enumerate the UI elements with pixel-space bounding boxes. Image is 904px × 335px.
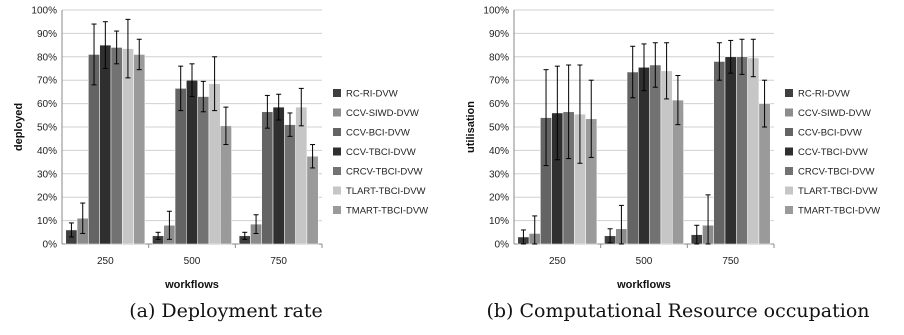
y-tick-label: 10% [37,216,57,227]
legend-label: TLART-TBCI-DVW [346,186,426,197]
bar-ccv-bci-dvw-750 [713,61,726,245]
legend-swatch [785,147,793,156]
x-axis-title: workflows [616,279,671,291]
x-tick-label: 750 [270,256,287,267]
legend-swatch [333,108,341,117]
resource-occupation-chart: 0% 10% 20% 30% 40% 50% 60% 70% 80% 90% 100% 250 500 7… [465,6,880,292]
legend-swatch [333,206,341,214]
legend-swatch [785,186,793,195]
bar-ccv-tbci-dvw-250 [99,44,112,245]
y-tick-label: 40% [489,146,509,157]
legend-swatch [333,186,341,195]
bar-ccv-tbci-dvw-750 [724,56,737,245]
y-tick-label: 0% [43,240,58,251]
bar-ccv-tbci-dvw-500 [186,79,198,245]
legend-label: CCV-SIWD-DVW [798,108,871,119]
legend-swatch [333,89,341,97]
y-tick-label: 10% [489,216,509,227]
bar-crcv-tbci-dvw-500 [649,64,662,245]
legend-swatch [333,128,341,136]
y-tick-label: 70% [489,76,509,87]
bar-crcv-tbci-dvw-750 [736,56,748,245]
y-tick-label: 50% [489,123,509,134]
x-axis-title: workflows [164,279,219,291]
y-tick-label: 0% [495,240,510,251]
y-tick-label: 30% [37,169,57,180]
bar-ccv-bci-dvw-500 [174,88,187,245]
bar-tmart-tbci-dvw-750 [306,156,319,245]
y-tick-label: 60% [37,99,57,110]
legend-label: CCV-TBCI-DVW [798,147,868,158]
legend-label: CCV-BCI-DVW [346,128,410,139]
bar-ccv-tbci-dvw-750 [272,106,285,245]
legend-label: RC-RI-DVW [346,89,398,100]
legend-label: CRCV-TBCI-DVW [346,167,423,178]
bar-tlart-tbci-dvw-750 [747,57,760,245]
legend-label: CRCV-TBCI-DVW [798,167,875,178]
x-tick-label: 250 [97,256,114,267]
bar-crcv-tbci-dvw-250 [110,47,123,245]
bar-tmart-tbci-dvw-250 [133,54,146,245]
legend-label: TMART-TBCI-DVW [798,206,880,217]
legend-label: CCV-BCI-DVW [798,128,862,139]
y-tick-label: 40% [37,146,57,157]
legend-swatch [333,167,341,175]
y-tick-label: 60% [489,99,509,110]
y-tick-label: 90% [37,29,57,40]
x-tick-label: 500 [636,256,653,267]
y-tick-label: 20% [37,193,57,204]
x-tick-label: 500 [184,256,201,267]
y-axis-title: utilisation [465,101,477,153]
legend-label: TMART-TBCI-DVW [346,206,428,217]
x-tick-label: 250 [549,256,566,267]
legend-label: CCV-TBCI-DVW [346,147,416,158]
legend-label: CCV-SIWD-DVW [346,108,419,119]
y-tick-label: 100% [483,6,509,17]
deployment-rate-chart: 0% 10% 20% 30% 40% 50% 60% 70% 80% 90% 100% 250 500 7… [13,6,428,292]
chart-panel-deployment: 0% 10% 20% 30% 40% 50% 60% 70% 80% 90% 100% 250 500 7… [13,6,428,323]
y-tick-label: 80% [37,52,57,63]
y-tick-label: 80% [489,52,509,63]
legend-label: RC-RI-DVW [798,89,850,100]
bar-ccv-bci-dvw-750 [261,111,274,245]
y-tick-label: 70% [37,76,57,87]
bar-ccv-tbci-dvw-500 [638,67,650,245]
legend-swatch [785,89,793,97]
bar-crcv-tbci-dvw-500 [197,96,210,245]
x-tick-label: 750 [722,256,739,267]
legend-swatch [785,128,793,136]
bar-tlart-tbci-dvw-750 [295,106,308,245]
y-tick-label: 50% [37,123,57,134]
y-tick-label: 20% [489,193,509,204]
y-axis-title: deployed [13,103,25,151]
caption-resource-occupation: (b) Computational Resource occupation [486,300,870,322]
legend-swatch [785,206,793,214]
y-tick-label: 100% [31,6,57,17]
legend-swatch [785,108,793,117]
legend-swatch [333,147,341,156]
y-tick-label: 90% [489,29,509,40]
legend-swatch [785,167,793,175]
legend-label: TLART-TBCI-DVW [798,186,878,197]
bar-crcv-tbci-dvw-750 [284,124,296,245]
chart-panel-utilisation: 0% 10% 20% 30% 40% 50% 60% 70% 80% 90% 100% 250 500 7… [452,0,904,335]
y-tick-label: 30% [489,169,509,180]
caption-deployment-rate: (a) Deployment rate [129,300,323,322]
